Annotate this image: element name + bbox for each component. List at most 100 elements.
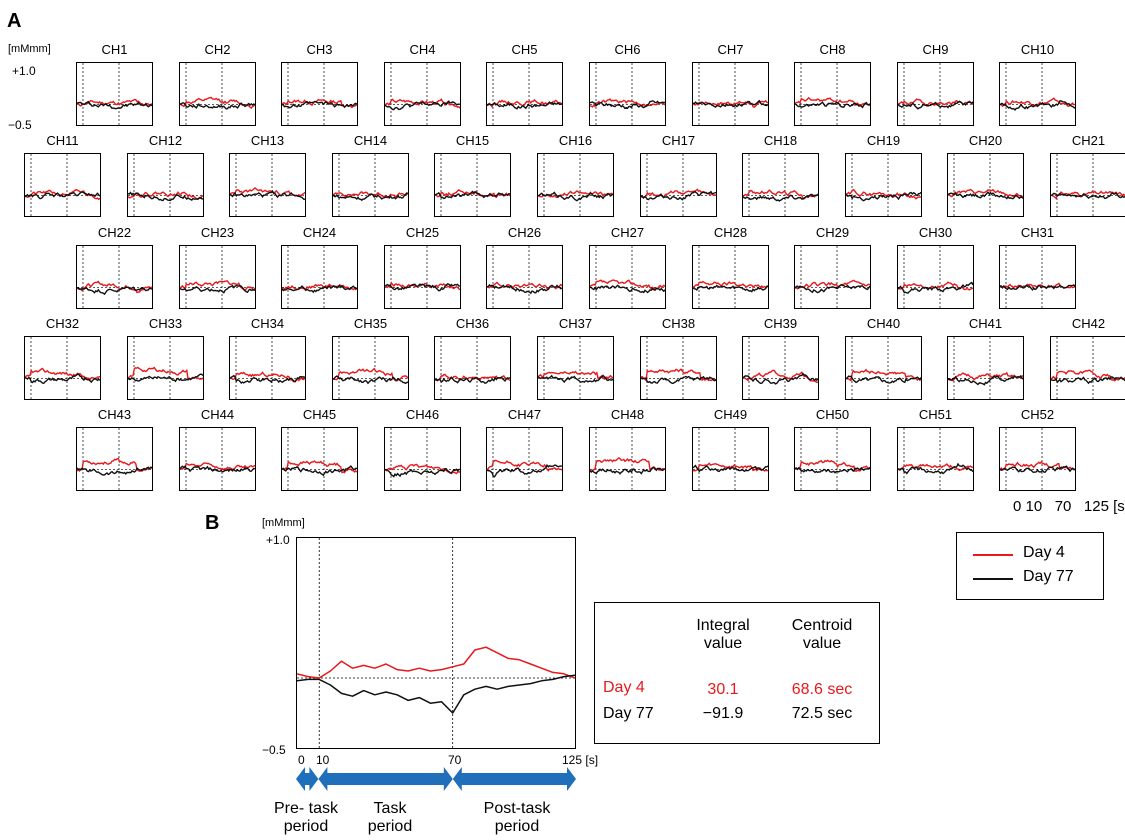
channel-plot-ch9 [897, 62, 974, 126]
channel-plot-ch50 [794, 427, 871, 491]
detail-xtick-125: 125 [s] [562, 753, 599, 767]
trace-day4 [282, 283, 357, 291]
channel-svg [77, 428, 152, 490]
trace-day77 [487, 463, 562, 478]
channel-plot-ch27 [589, 245, 666, 309]
trace-day77 [538, 191, 613, 202]
channel-plot-ch23 [179, 245, 256, 309]
channel-svg [743, 337, 818, 399]
trace-day77 [333, 375, 408, 385]
pre-task-line1: Pre- task [273, 800, 338, 817]
trace-day77 [282, 284, 357, 294]
trace-day77 [948, 374, 1023, 386]
trace-day77 [230, 190, 305, 201]
channel-title-ch28: CH28 [713, 225, 748, 240]
trace-day77 [693, 284, 768, 293]
channel-plot-ch35 [332, 336, 409, 400]
trace-day77 [230, 374, 305, 384]
channel-title-ch25: CH25 [405, 225, 440, 240]
arrow-task [318, 767, 453, 791]
trace-day4 [590, 457, 665, 472]
trace-day4 [1051, 369, 1125, 382]
channel-svg [693, 428, 768, 490]
channel-svg [1000, 246, 1075, 308]
trace-day77 [1000, 283, 1075, 291]
trace-day77 [333, 192, 408, 202]
trace-day4 [590, 279, 665, 290]
trace-day77 [128, 191, 203, 202]
trace-day77 [641, 375, 716, 385]
channel-plot-ch49 [692, 427, 769, 491]
trace-day77 [538, 374, 613, 384]
channel-svg [898, 63, 973, 125]
detail-chart-plot [296, 538, 576, 748]
channel-svg [795, 428, 870, 490]
channel-plot-ch42 [1050, 336, 1125, 400]
channel-svg [180, 63, 255, 125]
channel-title-ch24: CH24 [302, 225, 337, 240]
channel-title-ch47: CH47 [507, 407, 542, 422]
channel-title-ch52: CH52 [1020, 407, 1055, 422]
channel-title-ch26: CH26 [507, 225, 542, 240]
channel-title-ch3: CH3 [306, 42, 333, 57]
trace-day4 [77, 280, 152, 294]
channel-plot-ch19 [845, 153, 922, 217]
trace-day77 [25, 191, 100, 200]
channel-title-ch45: CH45 [302, 407, 337, 422]
panel-a-label: A [7, 10, 22, 32]
channel-plot-ch7 [692, 62, 769, 126]
channel-plot-ch5 [486, 62, 563, 126]
channel-title-ch44: CH44 [200, 407, 235, 422]
channel-plot-ch22 [76, 245, 153, 309]
channel-svg [1000, 63, 1075, 125]
channel-svg [282, 246, 357, 308]
row-day4-centroid: 68.6 sec [791, 681, 853, 698]
channel-plot-ch31 [999, 245, 1076, 309]
trace-day77 [1000, 100, 1075, 111]
channel-title-ch14: CH14 [353, 133, 388, 148]
trace-day77 [743, 193, 818, 202]
trace-day4 [25, 367, 100, 381]
trace-day4 [487, 459, 562, 472]
channel-title-ch1: CH1 [101, 42, 128, 57]
channel-svg [693, 246, 768, 308]
channel-title-ch23: CH23 [200, 225, 235, 240]
channel-title-ch20: CH20 [968, 133, 1003, 148]
trace-day4 [693, 280, 768, 289]
panel-b-label: B [205, 512, 220, 534]
panel-a-unit: [mMmm] [8, 43, 51, 55]
channel-plot-ch28 [692, 245, 769, 309]
channel-plot-ch12 [127, 153, 204, 217]
channel-svg [282, 63, 357, 125]
trace-day77 [898, 100, 973, 110]
channel-title-ch32: CH32 [45, 316, 80, 331]
channel-title-ch43: CH43 [97, 407, 132, 422]
trace-day4 [641, 368, 716, 382]
summary-table: Integral value Centroid value Day 4 30.1… [594, 602, 880, 744]
channel-title-ch21: CH21 [1071, 133, 1106, 148]
trace-day4 [846, 368, 921, 382]
channel-svg [77, 63, 152, 125]
channel-svg [641, 337, 716, 399]
channel-svg [846, 337, 921, 399]
trace-day4 [795, 279, 870, 290]
channel-plot-ch1 [76, 62, 153, 126]
channel-title-ch46: CH46 [405, 407, 440, 422]
channel-title-ch30: CH30 [918, 225, 953, 240]
channel-title-ch6: CH6 [614, 42, 641, 57]
pre-task-period-label: Pre- task period [256, 800, 356, 836]
channel-plot-ch3 [281, 62, 358, 126]
channel-plot-ch41 [947, 336, 1024, 400]
channel-svg [333, 154, 408, 216]
channel-svg [743, 154, 818, 216]
trace-day77 [693, 464, 768, 473]
trace-day77 [795, 466, 870, 474]
trace-day4 [1000, 97, 1075, 108]
channel-plot-ch25 [384, 245, 461, 309]
channel-plot-ch4 [384, 62, 461, 126]
channel-svg [333, 337, 408, 399]
channel-plot-ch52 [999, 427, 1076, 491]
trace-day4 [538, 190, 613, 199]
trace-day77 [435, 190, 510, 200]
trace-day4 [590, 98, 665, 108]
